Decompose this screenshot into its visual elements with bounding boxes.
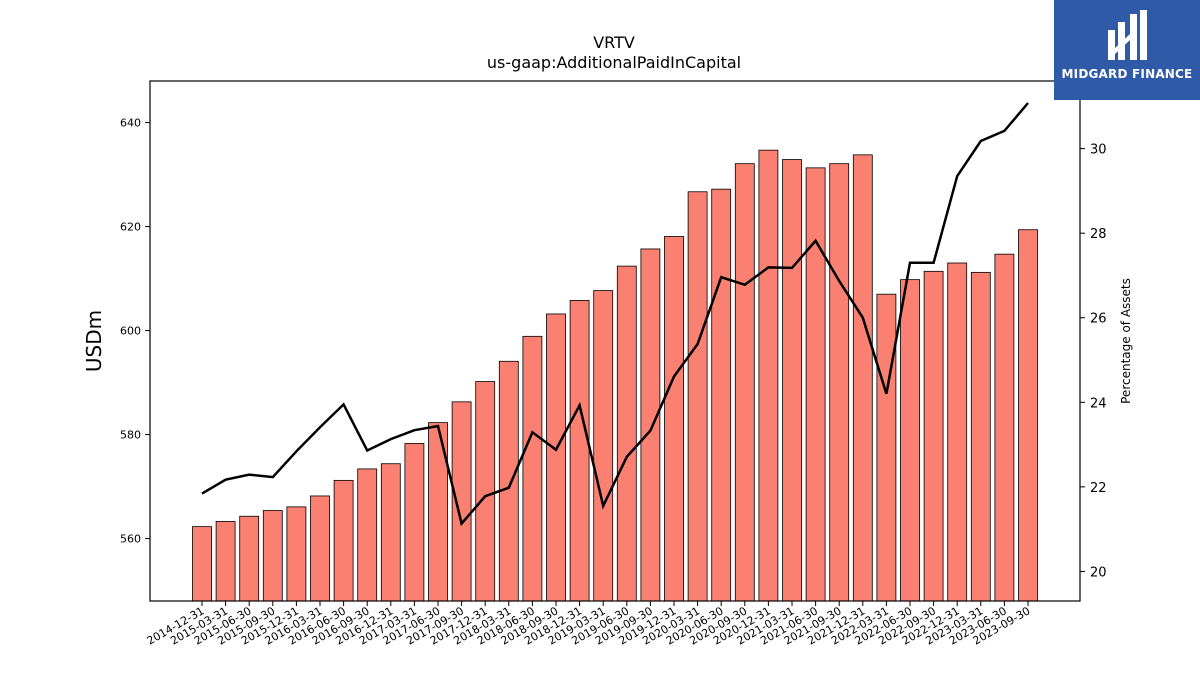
- bar-2016-06-30: [333, 479, 354, 602]
- bar-2019-12-31: [664, 236, 684, 602]
- midgard-logo-icon: [1108, 10, 1147, 60]
- bar-2019-03-31: [593, 290, 614, 602]
- bar-2022-12-31: [947, 262, 968, 602]
- y2-tick-label: 26: [1090, 312, 1107, 327]
- x-axis: 2014-12-312015-03-312015-06-302015-09-30…: [145, 601, 1033, 648]
- bar-2015-06-30: [239, 515, 260, 602]
- bar-2020-09-30: [734, 163, 755, 602]
- bar-2017-09-30: [451, 401, 472, 602]
- bar-2017-03-31: [404, 443, 425, 602]
- bar-series: [192, 149, 1038, 602]
- bar-2016-03-31: [310, 495, 330, 602]
- bar-2016-09-30: [357, 468, 378, 602]
- y2-tick-label: 28: [1090, 227, 1107, 242]
- bar-2015-12-31: [286, 506, 307, 602]
- bar-2021-12-31: [852, 154, 873, 602]
- y2-axis-label: Percentage of Assets: [1119, 278, 1133, 404]
- y-axis-right: 20 22 24 26 28 30: [1080, 143, 1107, 580]
- bar-2023-06-30: [994, 253, 1015, 602]
- bar-2018-06-30: [522, 335, 543, 602]
- y-tick-label: 620: [120, 221, 141, 234]
- bar-2019-06-30: [616, 265, 637, 602]
- bar-2018-12-31: [569, 300, 590, 602]
- bar-2019-09-30: [640, 248, 661, 602]
- bar-2017-12-31: [475, 381, 496, 602]
- bar-2021-09-30: [829, 163, 850, 602]
- bar-2021-06-30: [805, 167, 826, 602]
- bar-2015-09-30: [262, 510, 283, 602]
- y-tick-label: 560: [120, 533, 141, 546]
- y-axis-label: USDm: [82, 310, 106, 372]
- bar-2023-09-30: [1018, 229, 1038, 602]
- y2-tick-label: 24: [1090, 396, 1107, 411]
- bar-2020-06-30: [711, 188, 732, 602]
- chart-title: VRTV: [593, 33, 635, 52]
- y-tick-label: 640: [120, 117, 141, 130]
- plot-frame: [149, 80, 1081, 602]
- y2-tick-label: 30: [1090, 143, 1107, 158]
- bar-2015-03-31: [215, 521, 236, 602]
- percentage-line: [201, 102, 1029, 527]
- chart-subtitle: us-gaap:AdditionalPaidInCapital: [487, 53, 741, 72]
- y2-tick-label: 20: [1090, 565, 1107, 580]
- bar-2022-09-30: [923, 270, 944, 602]
- bar-2022-03-31: [876, 293, 897, 602]
- y-tick-label: 600: [120, 325, 141, 338]
- brand-logo: MIDGARD FINANCE: [1054, 0, 1200, 100]
- bar-2018-09-30: [546, 313, 566, 602]
- y-axis-left: 560 580 600 620 640: [120, 117, 150, 546]
- bar-2020-03-31: [687, 191, 708, 602]
- bar-2021-03-31: [782, 159, 802, 602]
- bar-2022-06-30: [900, 279, 920, 602]
- brand-name: MIDGARD FINANCE: [1061, 67, 1193, 81]
- bar-2014-12-31: [192, 526, 212, 602]
- bar-2018-03-31: [498, 360, 519, 602]
- y2-tick-label: 22: [1090, 481, 1107, 496]
- bar-2023-03-31: [970, 271, 991, 602]
- bar-2020-12-31: [758, 149, 779, 602]
- y-tick-label: 580: [120, 429, 141, 442]
- bar-2016-12-31: [380, 463, 401, 602]
